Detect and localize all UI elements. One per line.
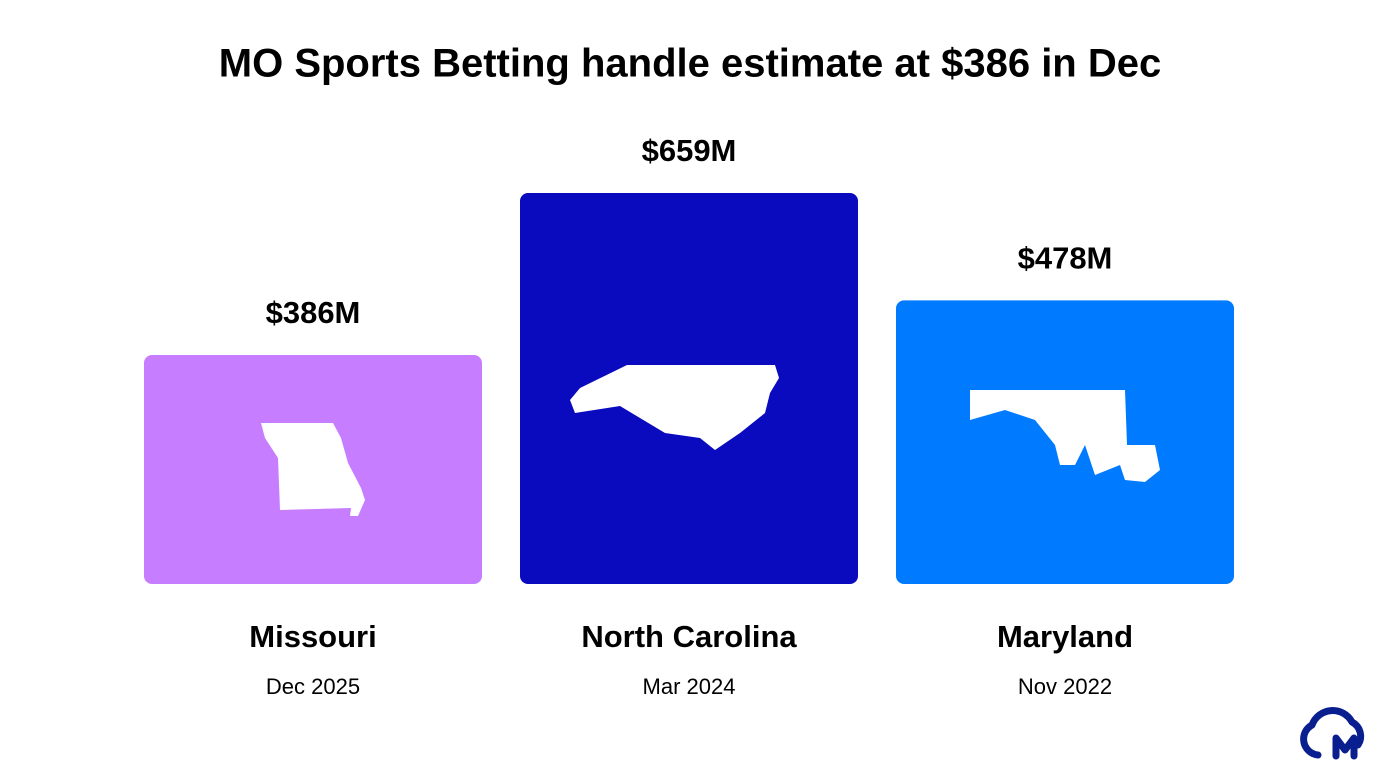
category-label: Maryland [997, 619, 1133, 654]
state-shape [970, 390, 1160, 482]
chart-title: MO Sports Betting handle estimate at $38… [219, 42, 1161, 86]
state-shape [570, 365, 779, 450]
date-label: Dec 2025 [266, 674, 360, 699]
value-label: $478M [1018, 241, 1113, 276]
value-label: $386M [266, 295, 361, 330]
category-label: North Carolina [581, 619, 797, 654]
value-label: $659M [642, 133, 737, 168]
date-label: Nov 2022 [1018, 674, 1112, 699]
category-label: Missouri [249, 619, 376, 654]
logo [1300, 707, 1365, 760]
state-shape [261, 423, 365, 516]
date-label: Mar 2024 [643, 674, 736, 699]
